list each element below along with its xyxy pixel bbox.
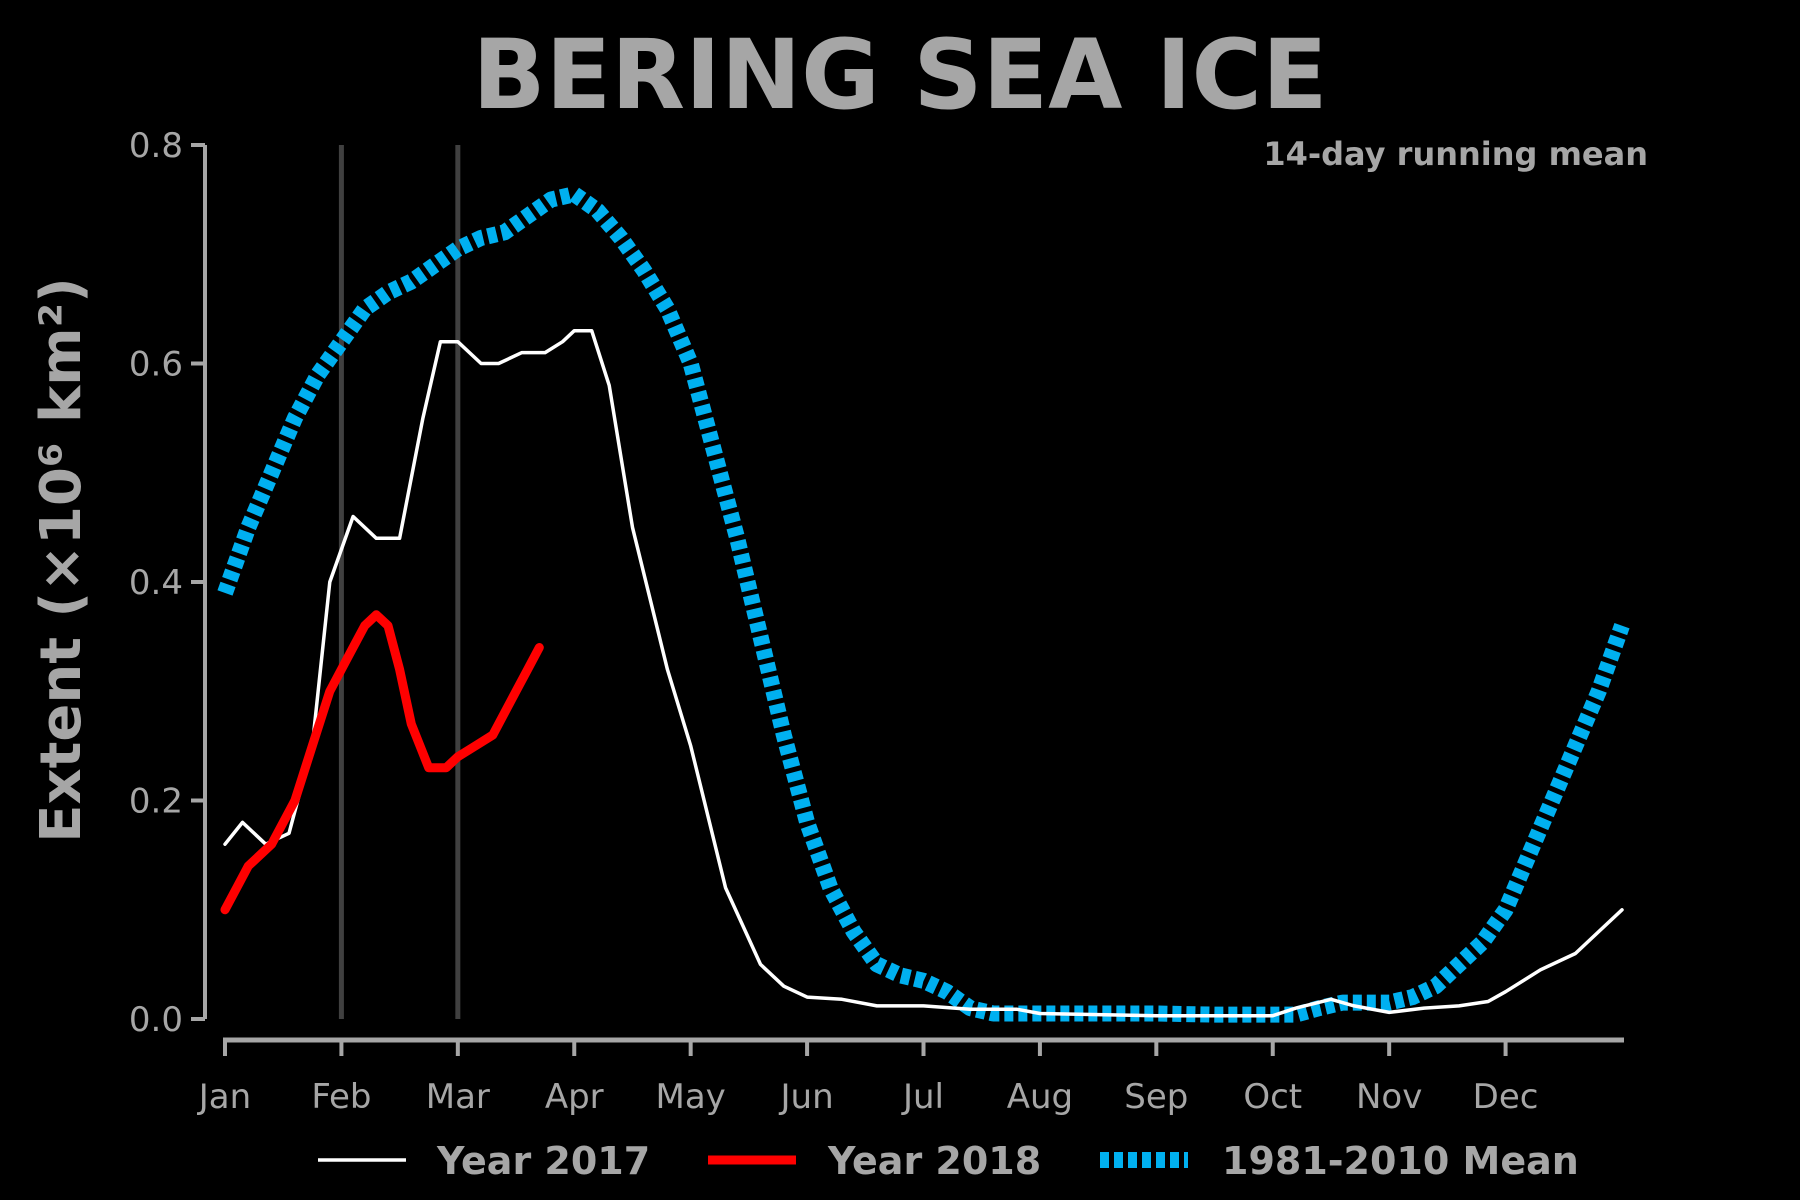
y-tick-label: 0.2 bbox=[129, 782, 183, 822]
x-tick-label: Feb bbox=[311, 1077, 371, 1117]
series-0 bbox=[223, 328, 1624, 1018]
legend-label-2: 1981-2010 Mean bbox=[1222, 1139, 1579, 1183]
x-tick-label: Nov bbox=[1356, 1077, 1422, 1117]
x-tick-label: Apr bbox=[545, 1077, 604, 1117]
x-tick-label: May bbox=[656, 1077, 726, 1117]
y-tick-label: 0.0 bbox=[129, 1000, 183, 1040]
series-lines bbox=[217, 186, 1630, 1023]
y-tick-label: 0.6 bbox=[129, 345, 183, 385]
chart-annotation: 14-day running mean bbox=[1263, 135, 1648, 173]
x-tick-label: Oct bbox=[1243, 1077, 1302, 1117]
series-1 bbox=[220, 610, 544, 915]
y-axis-label: Extent (×10⁶ km²) bbox=[29, 277, 94, 842]
y-tick-label: 0.4 bbox=[129, 563, 183, 603]
legend-label-1: Year 2018 bbox=[827, 1139, 1041, 1183]
x-tick-label: Jun bbox=[779, 1077, 834, 1117]
legend: Year 2017 Year 2018 1981-2010 Mean bbox=[318, 1139, 1579, 1183]
legend-label-0: Year 2017 bbox=[436, 1139, 650, 1183]
x-tick-label: Sep bbox=[1124, 1077, 1188, 1117]
chart-title: BERING SEA ICE bbox=[472, 19, 1327, 131]
x-tick-label: Jan bbox=[197, 1077, 251, 1117]
x-tick-label: Dec bbox=[1473, 1077, 1539, 1117]
x-tick-label: Mar bbox=[426, 1077, 490, 1117]
x-tick-label: Jul bbox=[901, 1077, 944, 1117]
vertical-reference-lines bbox=[338, 145, 461, 1019]
x-tick-label: Aug bbox=[1007, 1077, 1073, 1117]
axes: 0.0 0.2 0.4 0.6 0.8 Jan Feb Mar Apr May Jun Jul Aug S… bbox=[129, 126, 1624, 1117]
y-tick-label: 0.8 bbox=[129, 126, 183, 166]
